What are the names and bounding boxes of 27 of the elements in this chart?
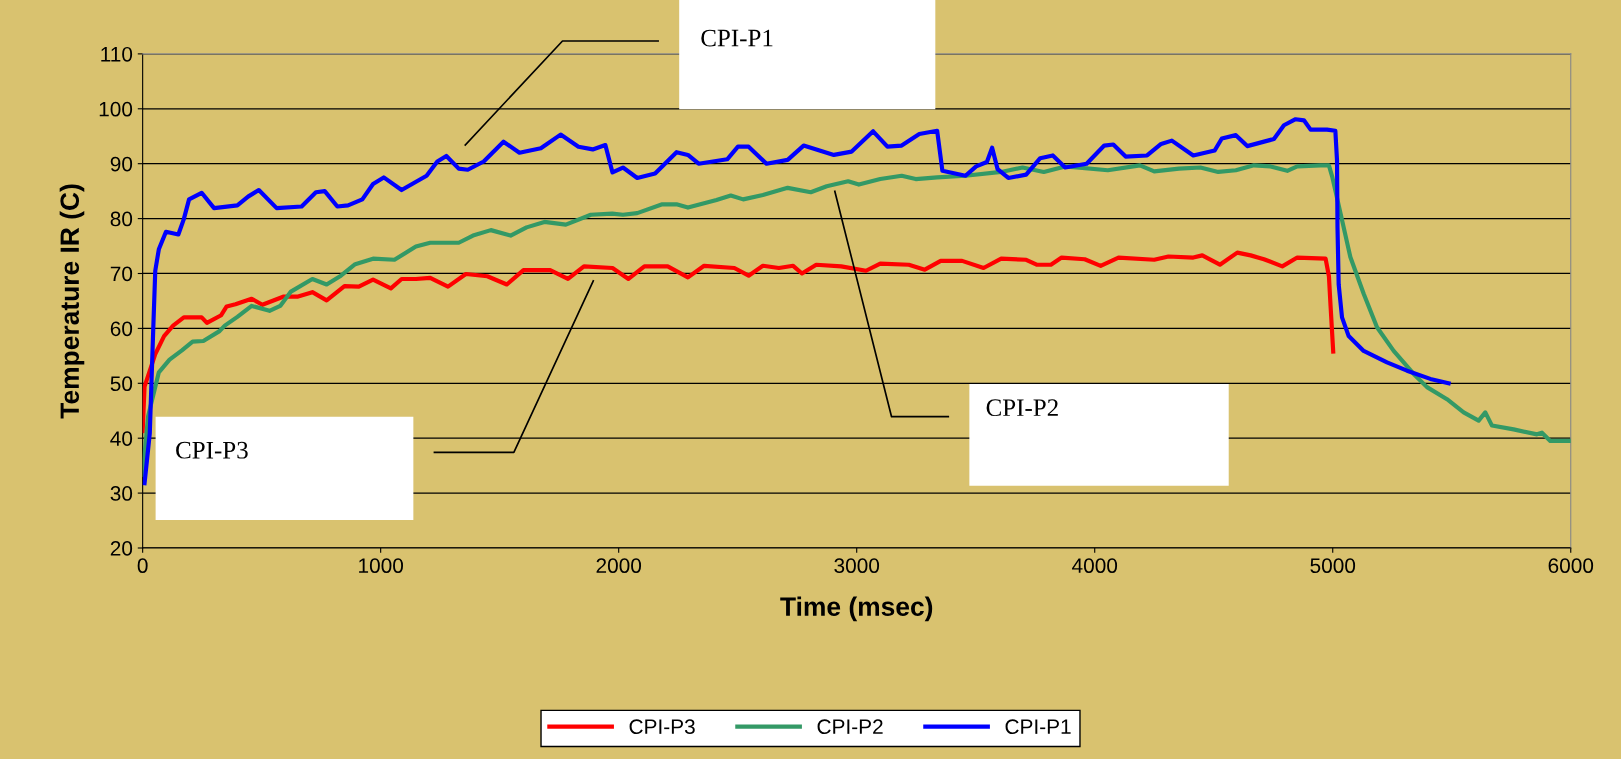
- x-tick-label: 5000: [1310, 558, 1356, 574]
- line-series: [142, 250, 1336, 434]
- y-tick-label: 50: [110, 376, 133, 392]
- x-tick-label: 2000: [596, 558, 642, 574]
- y-tick-label: 20: [110, 541, 133, 556]
- text: CPI-P1: [701, 29, 773, 47]
- y-tick-label: 60: [110, 321, 133, 337]
- legend-label: CPI-P3: [629, 719, 695, 735]
- annotation: CPI-P2: [986, 399, 1058, 417]
- line-series: [142, 117, 1451, 486]
- annotation: CPI-P3: [176, 441, 248, 459]
- y-tick-label: 90: [110, 156, 133, 172]
- legend-label: CPI-P2: [817, 719, 883, 735]
- y-tick-label: 110: [101, 46, 133, 62]
- x-tick-label: 6000: [1548, 558, 1594, 574]
- y-axis-title: Temperature IR (C): [59, 184, 85, 419]
- y-tick-label: 30: [110, 486, 133, 501]
- legend-label: CPI-P1: [1005, 719, 1071, 735]
- y-tick-label: 40: [110, 431, 133, 446]
- y-tick-label: 80: [110, 211, 133, 227]
- x-tick-label: 4000: [1072, 558, 1118, 574]
- x-tick-label: 3000: [834, 558, 880, 574]
- x-axis-title: Time (msec): [780, 596, 933, 622]
- y-tick-label: 100: [99, 101, 133, 117]
- x-tick-label: 1000: [359, 558, 404, 574]
- y-tick-label: 70: [110, 266, 133, 282]
- x-tick-label: 0: [137, 558, 148, 574]
